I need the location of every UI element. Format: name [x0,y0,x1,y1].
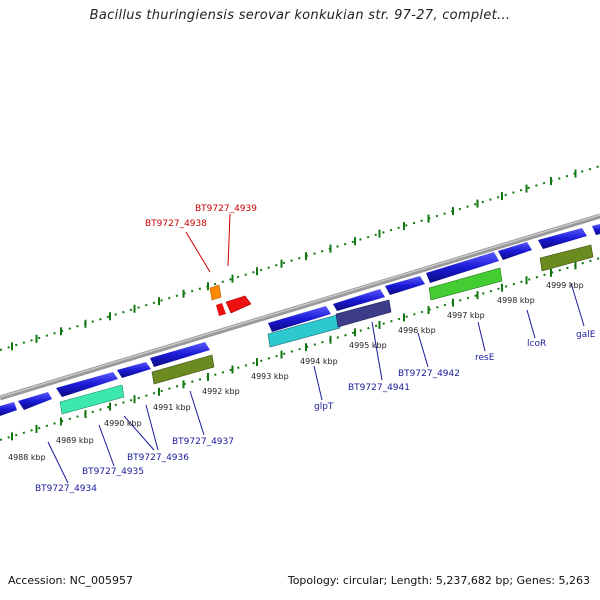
leader-lines [47,282,585,484]
genome-backbone [0,213,600,401]
cds-feature[interactable] [267,314,341,348]
gene-label[interactable]: BT9727_4935 [82,467,144,477]
gene-label[interactable]: BT9727_4942 [398,369,460,379]
cds-feature[interactable] [592,224,600,235]
cds-feature[interactable] [385,276,425,295]
kbp-label: 4994 kbp [300,357,338,366]
highlight-feature-4939[interactable] [225,295,252,314]
gene-label[interactable]: galE [576,330,596,340]
cds-feature[interactable] [18,392,52,410]
highlight-feature-4939-small[interactable] [216,303,226,316]
gene-label[interactable]: lcoR [527,339,546,349]
cds-feature[interactable] [59,384,125,415]
kbp-label: 4999 kbp [546,281,584,290]
ruler-tick-marks [11,169,577,441]
kbp-label: 4993 kbp [251,372,289,381]
gene-label[interactable]: BT9727_4936 [127,453,189,463]
kbp-label: 4989 kbp [56,436,94,445]
cds-feature[interactable] [0,402,17,416]
highlight-leader-lines [185,213,231,273]
cds-feature[interactable] [150,342,210,367]
accession-label: Accession: NC_005957 [8,574,134,587]
cds-features [0,224,600,416]
cds-feature[interactable] [268,306,331,332]
cds-feature[interactable] [117,362,151,378]
highlight-gene-label[interactable]: BT9727_4938 [145,219,207,229]
gene-label[interactable]: BT9727_4937 [172,437,234,447]
cds-feature[interactable] [333,289,385,311]
highlight-gene-label[interactable]: BT9727_4939 [195,204,257,214]
kbp-label: 4988 kbp [8,453,46,462]
gene-label[interactable]: BT9727_4934 [35,484,97,494]
gene-labels: BT9727_4934 BT9727_4935 BT9727_4936 BT97… [35,204,596,494]
gene-label[interactable]: BT9727_4941 [348,383,410,393]
kbp-label: 4998 kbp [497,296,535,305]
lower-tick-ruler [0,257,600,441]
highlight-feature-4938[interactable] [209,284,222,301]
cds-feature[interactable] [426,252,499,283]
genome-summary: Topology: circular; Length: 5,237,682 bp… [287,574,590,587]
cds-feature[interactable] [538,228,587,249]
cds-feature[interactable] [56,372,118,397]
kbp-label: 4995 kbp [349,341,387,350]
cds-feature[interactable] [335,299,392,328]
kbp-label: 4991 kbp [153,403,191,412]
map-title: Bacillus thuringiensis serovar konkukian… [89,8,511,23]
kbp-label: 4997 kbp [447,311,485,320]
cds-feature[interactable] [151,354,215,385]
upper-tick-ruler [0,165,600,351]
gene-label[interactable]: glpT [314,402,334,412]
kbp-label: 4996 kbp [398,326,436,335]
gene-label[interactable]: resE [475,353,495,363]
kbp-label: 4992 kbp [202,387,240,396]
kbp-label: 4990 kbp [104,419,142,428]
cds-feature[interactable] [498,242,532,260]
cds-feature[interactable] [428,267,503,301]
kbp-labels: 4988 kbp 4989 kbp 4990 kbp 4991 kbp 4992… [8,281,584,462]
cds-feature[interactable] [539,244,594,272]
